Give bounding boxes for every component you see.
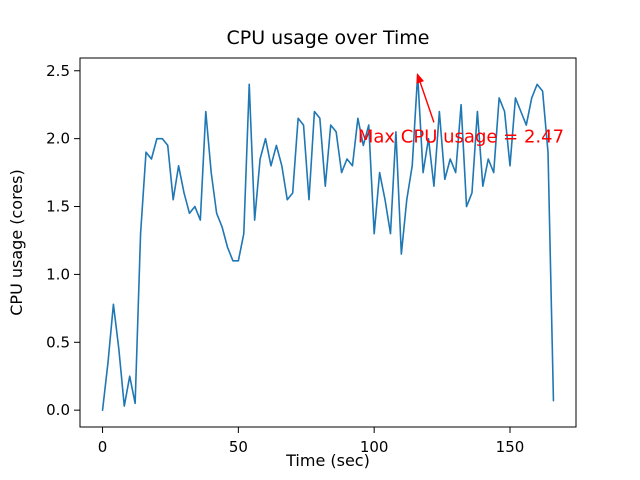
cpu-usage-series-line bbox=[101, 74, 555, 411]
annotation-arrow-line bbox=[418, 80, 435, 123]
y-tick-label: 0.5 bbox=[46, 333, 70, 351]
annotation-arrow-head bbox=[416, 72, 425, 84]
y-tick-label: 1.5 bbox=[46, 198, 70, 216]
y-tick-label: 1.0 bbox=[46, 265, 70, 283]
x-tick-label: 50 bbox=[229, 438, 248, 456]
x-tick-label: 0 bbox=[98, 438, 108, 456]
axes-spines bbox=[79, 57, 577, 428]
x-tick-label: 150 bbox=[496, 438, 525, 456]
y-tick-label: 2.5 bbox=[46, 62, 70, 80]
annotation-max-cpu-label: Max CPU usage = 2.47 bbox=[358, 127, 564, 148]
x-tick-label: 100 bbox=[360, 438, 389, 456]
chart-title: CPU usage over Time bbox=[227, 27, 430, 49]
y-tick-label: 0.0 bbox=[46, 401, 70, 419]
y-axis-label: CPU usage (cores) bbox=[7, 169, 26, 315]
x-axis-label: Time (sec) bbox=[285, 451, 370, 470]
y-tick-label: 2.0 bbox=[46, 130, 70, 148]
